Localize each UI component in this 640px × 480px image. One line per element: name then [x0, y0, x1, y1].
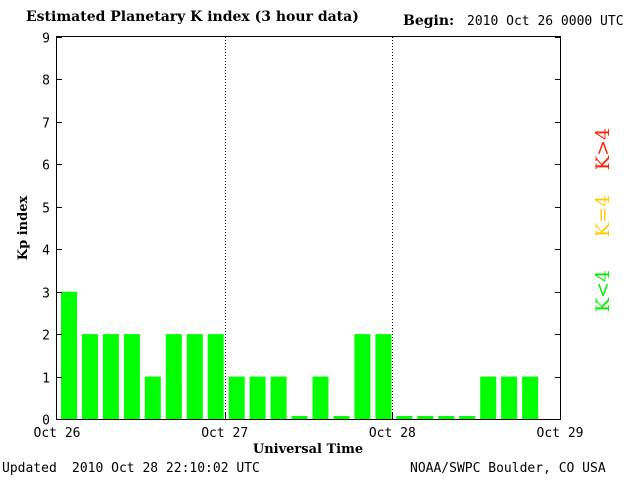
y-tick-label: 7: [42, 117, 50, 132]
legend-label: K<4: [592, 270, 614, 312]
x-tick-label: Oct 29: [537, 426, 584, 441]
kp-bar: [270, 376, 287, 419]
kp-bar: [501, 376, 518, 419]
kp-bar: [207, 334, 224, 419]
begin-value: 2010 Oct 26 0000 UTC: [467, 14, 624, 29]
kp-bar: [144, 376, 161, 419]
kp-bar: [333, 416, 350, 419]
kp-bar: [480, 376, 497, 419]
kp-bar: [291, 416, 308, 419]
y-tick-label: 6: [42, 159, 50, 174]
kp-bar: [522, 376, 539, 419]
kp-bar: [186, 334, 203, 419]
x-axis-label: Universal Time: [253, 442, 363, 457]
kp-bar: [123, 334, 140, 419]
y-tick-label: 2: [42, 329, 50, 344]
kp-bar: [354, 334, 371, 419]
kp-bar: [438, 416, 455, 419]
kp-bar: [396, 416, 413, 419]
kp-bar: [459, 416, 476, 419]
kp-bar: [102, 334, 119, 419]
y-tick-label: 4: [42, 244, 50, 259]
legend-label: K>4: [592, 128, 614, 170]
kp-bar: [228, 376, 245, 419]
kp-bar: [312, 376, 329, 419]
y-tick-label: 5: [42, 202, 50, 217]
plot-frame: [56, 36, 561, 420]
kp-bar: [82, 334, 98, 419]
kp-bar: [417, 416, 434, 419]
kp-bar: [165, 334, 182, 419]
y-tick-label: 3: [42, 287, 50, 302]
source-credit: NOAA/SWPC Boulder, CO USA: [410, 461, 606, 476]
y-tick-label: 0: [42, 414, 50, 429]
y-tick-label: 1: [42, 372, 50, 387]
x-tick-label: Oct 27: [201, 426, 248, 441]
y-tick-label: 8: [42, 74, 50, 89]
x-tick-label: Oct 26: [34, 426, 81, 441]
kp-bar: [375, 334, 392, 419]
x-tick-label: Oct 28: [369, 426, 416, 441]
updated-label: Updated: [2, 461, 57, 476]
chart-title: Estimated Planetary K index (3 hour data…: [26, 9, 359, 25]
y-axis-label: Kp index: [16, 196, 31, 261]
kp-bar: [249, 376, 266, 419]
updated-value: 2010 Oct 28 22:10:02 UTC: [72, 461, 260, 476]
begin-label: Begin:: [403, 13, 455, 29]
y-tick-label: 9: [42, 32, 50, 47]
kp-bar: [61, 291, 77, 419]
legend-label: K=4: [592, 195, 614, 237]
